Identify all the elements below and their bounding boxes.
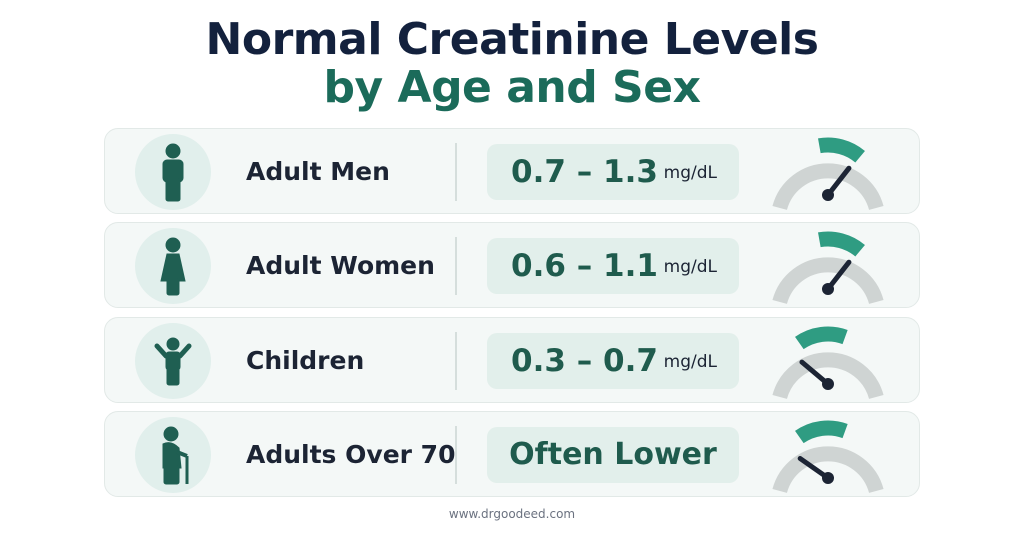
value-box: 0.7 – 1.3 mg/dL xyxy=(487,144,739,200)
legs xyxy=(163,465,180,485)
gauge-band xyxy=(795,420,848,444)
body xyxy=(162,442,182,469)
head xyxy=(166,337,180,351)
head xyxy=(163,426,179,442)
arm xyxy=(176,450,188,458)
title-line: by Age and Sex xyxy=(323,62,701,113)
divider xyxy=(455,237,457,295)
gauge-band xyxy=(795,326,848,350)
divider xyxy=(455,332,457,390)
row-card: Adult Women 0.6 – 1.1 mg/dL xyxy=(104,222,920,308)
legs xyxy=(166,278,180,296)
person-icon xyxy=(162,143,184,202)
head xyxy=(165,237,181,253)
value-box: 0.6 – 1.1 mg/dL xyxy=(487,238,739,294)
gauge-track xyxy=(772,163,884,211)
group-label: Adult Men xyxy=(246,157,390,186)
divider xyxy=(455,426,457,484)
legs xyxy=(165,178,181,202)
head xyxy=(165,143,181,159)
range-value: 0.6 – 1.1 xyxy=(511,248,658,284)
gauge-pivot xyxy=(822,472,834,484)
row-card: Adults Over 70 Often Lower xyxy=(104,411,920,497)
gauge-track xyxy=(772,352,884,400)
gauge-track xyxy=(772,257,884,305)
person-icon xyxy=(154,337,192,386)
person-icon xyxy=(162,426,189,485)
gauge-band xyxy=(818,137,865,163)
title-line: Normal Creatinine Levels xyxy=(205,14,819,65)
divider xyxy=(455,143,457,201)
gauge-pivot xyxy=(822,378,834,390)
dress xyxy=(160,253,186,282)
note: Often Lower xyxy=(509,437,717,472)
range-unit: mg/dL xyxy=(663,257,717,277)
row-graphics xyxy=(135,323,884,400)
row-graphics xyxy=(135,134,884,211)
person-icon xyxy=(160,237,186,296)
arms xyxy=(154,343,192,359)
range-unit: mg/dL xyxy=(663,352,717,372)
range-value: 0.3 – 0.7 xyxy=(511,343,658,379)
group-label: Adult Women xyxy=(246,251,435,280)
row-card: Children 0.3 – 0.7 mg/dL xyxy=(104,317,920,403)
gauge-band xyxy=(818,231,865,257)
row-graphics xyxy=(135,228,884,305)
range-value: 0.7 – 1.3 xyxy=(511,154,658,190)
legs xyxy=(166,367,180,386)
row-card: Adult Men 0.7 – 1.3 mg/dL xyxy=(104,128,920,214)
range-unit: mg/dL xyxy=(663,163,717,183)
value-box: 0.3 – 0.7 mg/dL xyxy=(487,333,739,389)
value-box: Often Lower xyxy=(487,427,739,483)
group-label: Adults Over 70 xyxy=(246,440,456,469)
gauge-pivot xyxy=(822,189,834,201)
gauge-pivot xyxy=(822,283,834,295)
group-label: Children xyxy=(246,346,365,375)
gauge-track xyxy=(772,446,884,494)
row-graphics xyxy=(135,417,884,494)
footer: www.drgoodeed.com xyxy=(448,507,576,521)
